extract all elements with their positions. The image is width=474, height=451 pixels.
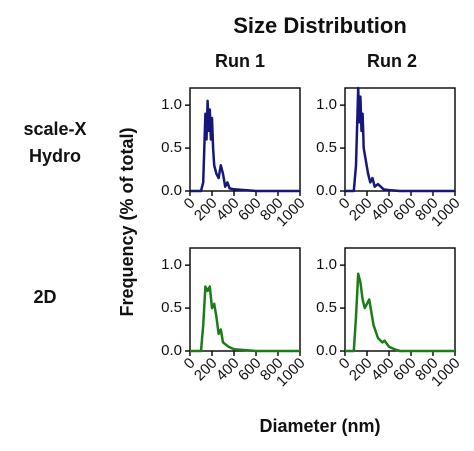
y-tick-label: 0.5 [316, 299, 337, 316]
y-tick-label: 1.0 [316, 96, 337, 113]
column-label: Run 2 [367, 51, 417, 71]
line [345, 86, 455, 193]
figure-title: Size Distribution [233, 13, 407, 38]
y-tick-label: 0.0 [316, 342, 337, 359]
row-label: 2D [33, 287, 56, 307]
y-tick-label: 0.0 [316, 182, 337, 199]
row-label: Hydro [29, 146, 81, 166]
plot-frame [189, 247, 301, 352]
column-label: Run 1 [215, 51, 265, 71]
y-tick-label: 1.0 [316, 256, 337, 273]
y-tick-label: 0.5 [316, 139, 337, 156]
y-tick-label: 0.0 [161, 182, 182, 199]
y-tick-label: 1.0 [161, 96, 182, 113]
row-label: scale-X [23, 119, 86, 139]
y-tick-label: 0.5 [161, 139, 182, 156]
y-tick-label: 0.5 [161, 299, 182, 316]
y-axis-label: Frequency (% of total) [117, 127, 137, 316]
y-tick-label: 0.0 [161, 342, 182, 359]
y-tick-label: 1.0 [161, 256, 182, 273]
line [345, 272, 455, 353]
line [190, 285, 300, 353]
x-axis-label: Diameter (nm) [259, 416, 380, 436]
line [190, 99, 300, 193]
